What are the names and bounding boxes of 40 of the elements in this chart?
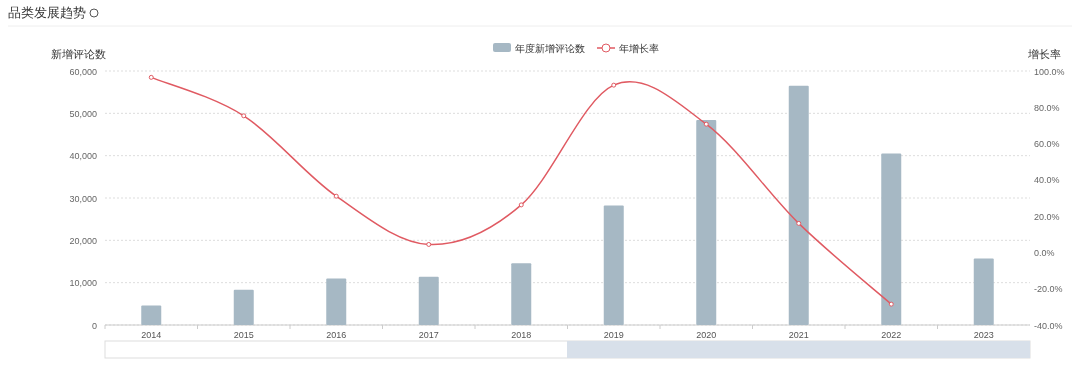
bar — [233, 289, 254, 325]
x-tick-label: 2022 — [881, 330, 902, 340]
bar — [511, 263, 532, 325]
x-tick-label: 2018 — [511, 330, 532, 340]
legend-label: 年增长率 — [619, 43, 659, 54]
x-tick-label: 2019 — [603, 330, 624, 340]
x-tick-label: 2020 — [696, 330, 717, 340]
y-axis-title: 新增评论数 — [50, 48, 106, 60]
y-tick-label: 20,000 — [69, 235, 97, 246]
y2-tick-label: 60.0% — [1034, 139, 1060, 150]
bar — [973, 258, 994, 325]
bar — [603, 205, 624, 325]
x-tick-label: 2021 — [788, 330, 809, 340]
y2-axis-title: 增长率 — [1026, 48, 1061, 60]
x-tick-label: 2014 — [141, 330, 162, 340]
legend-label: 年度新增评论数 — [515, 43, 585, 54]
y2-tick-label: 80.0% — [1034, 102, 1060, 113]
y-tick-label: 40,000 — [69, 151, 97, 162]
y-tick-label: 10,000 — [69, 278, 97, 289]
y2-tick-label: 100.0% — [1034, 66, 1065, 77]
y-tick-label: 50,000 — [69, 108, 97, 119]
chart-title: 品类发展趋势 — [8, 5, 86, 20]
bar — [881, 153, 902, 325]
bar — [696, 120, 717, 325]
y-tick-label: 60,000 — [69, 66, 97, 77]
x-tick-label: 2016 — [326, 330, 347, 340]
y2-tick-label: 0.0% — [1034, 247, 1055, 258]
x-tick-label: 2023 — [973, 330, 994, 340]
bar — [141, 305, 162, 325]
y2-tick-label: 40.0% — [1034, 175, 1060, 186]
x-tick-label: 2017 — [418, 330, 439, 340]
bar — [418, 276, 439, 325]
y-tick-label: 30,000 — [69, 193, 97, 204]
y2-tick-label: -20.0% — [1034, 284, 1063, 295]
y-tick-label: 0 — [91, 320, 97, 331]
bar — [788, 85, 809, 325]
x-tick-label: 2015 — [233, 330, 254, 340]
y2-tick-label: 20.0% — [1034, 211, 1060, 222]
bar — [326, 278, 347, 325]
y2-tick-label: -40.0% — [1034, 320, 1063, 331]
